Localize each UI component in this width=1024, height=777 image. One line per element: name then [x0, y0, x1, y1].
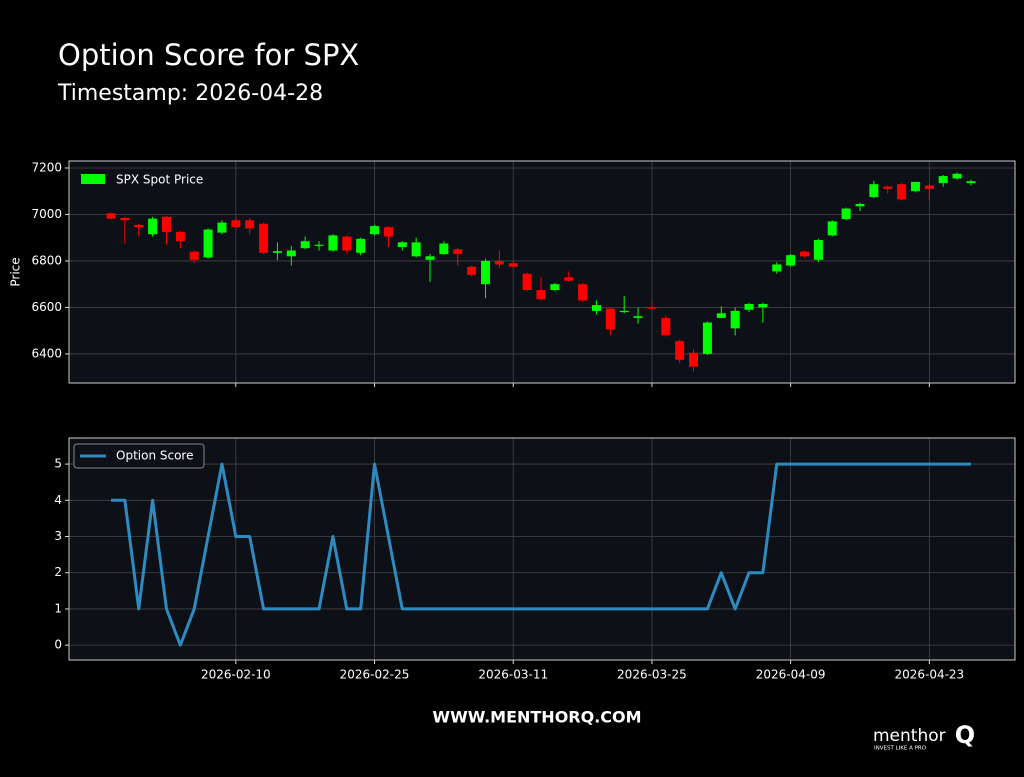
candle-body — [134, 224, 144, 228]
legend-label: Option Score — [116, 449, 193, 463]
candle-body — [578, 284, 588, 301]
x-tick-label: 2026-04-09 — [756, 668, 826, 682]
candle-body — [467, 266, 477, 275]
candle-body — [411, 242, 421, 257]
candle-body — [370, 226, 380, 235]
candle-body — [689, 352, 699, 367]
candle-body — [203, 229, 213, 258]
candle-body — [952, 173, 962, 179]
candle-body — [855, 204, 865, 207]
candle-body — [522, 273, 532, 291]
candle-body — [619, 310, 629, 313]
y-tick-label: 0 — [54, 638, 62, 652]
candle-body — [841, 208, 851, 220]
candle-body — [356, 238, 366, 253]
y-tick-label: 6600 — [31, 300, 62, 314]
candle-body — [730, 310, 740, 329]
legend-frame — [73, 443, 205, 469]
candle-body — [591, 305, 601, 311]
x-tick-label: 2026-03-25 — [617, 668, 687, 682]
plot-border — [68, 160, 1016, 384]
candle-body — [217, 222, 227, 233]
candle-body — [716, 313, 726, 318]
tagline: INVEST LIKE A PRO — [874, 746, 927, 752]
candle-body — [772, 264, 782, 272]
brand: menthor — [873, 726, 946, 746]
y-tick-label: 2 — [54, 565, 62, 579]
subtitle: Timestamp: 2026-04-28 — [57, 81, 323, 106]
candle-body — [758, 303, 768, 308]
candle-body — [827, 221, 837, 236]
candle-body — [966, 181, 976, 184]
y-tick-label: 7200 — [31, 160, 62, 174]
candle-body — [189, 251, 199, 260]
candle-body — [383, 227, 393, 237]
candle-body — [161, 216, 171, 232]
legend-swatch — [81, 174, 105, 184]
candle-body — [439, 243, 449, 254]
candle-body — [813, 240, 823, 260]
candle-body — [647, 306, 657, 309]
candle-body — [300, 241, 310, 249]
legend-label: SPX Spot Price — [116, 173, 203, 187]
x-tick-label: 2026-03-11 — [478, 668, 548, 682]
candle-body — [286, 250, 296, 257]
candle-body — [924, 185, 934, 189]
y-tick-label: 5 — [54, 457, 62, 471]
y-tick-label: 4 — [54, 493, 62, 507]
candle-body — [661, 317, 671, 336]
candle-body — [702, 322, 712, 354]
x-tick-label: 2026-02-10 — [201, 668, 271, 682]
plot-area — [69, 438, 1015, 660]
candle-body — [869, 184, 879, 198]
candle-body — [675, 341, 685, 360]
candle-body — [314, 244, 324, 246]
candle-body — [786, 255, 796, 266]
candle-body — [425, 256, 435, 260]
candle-body — [508, 263, 518, 267]
footer-url: WWW.MENTHORQ.COM — [432, 708, 641, 727]
candle-body — [494, 260, 504, 265]
candle-body — [897, 184, 907, 200]
candle-body — [120, 217, 130, 221]
x-tick-label: 2026-02-25 — [340, 668, 410, 682]
y-tick-label: 6400 — [31, 346, 62, 360]
x-tick-label: 2026-04-23 — [894, 668, 964, 682]
candle-body — [883, 186, 893, 189]
candle-body — [245, 220, 255, 229]
candle-body — [536, 290, 546, 300]
candle-body — [148, 218, 158, 235]
candle-body — [342, 236, 352, 251]
candle-body — [397, 242, 407, 248]
candle-body — [564, 277, 574, 281]
plot-border — [68, 437, 1016, 661]
candle-body — [550, 284, 560, 291]
candle-body — [480, 260, 490, 285]
plot-area — [69, 161, 1015, 383]
brand-mark: Q — [955, 721, 975, 749]
title: Option Score for SPX — [58, 38, 359, 72]
candle-body — [633, 316, 643, 318]
candle-body — [106, 213, 116, 219]
candle-body — [328, 235, 338, 251]
y-tick-label: 7000 — [31, 207, 62, 221]
candle-body — [231, 220, 241, 228]
candle-body — [744, 303, 754, 310]
y-axis-label: Price — [9, 257, 23, 286]
score-line — [111, 462, 971, 647]
y-tick-label: 6800 — [31, 253, 62, 267]
candle-body — [800, 251, 809, 257]
y-tick-label: 3 — [54, 529, 62, 543]
y-tick-label: 1 — [54, 601, 62, 615]
candle-body — [605, 308, 615, 330]
candle-body — [175, 231, 185, 242]
candle-body — [938, 176, 948, 184]
candle-body — [910, 181, 920, 192]
candle-body — [272, 251, 282, 253]
candle-body — [259, 223, 269, 253]
candle-body — [453, 249, 463, 254]
